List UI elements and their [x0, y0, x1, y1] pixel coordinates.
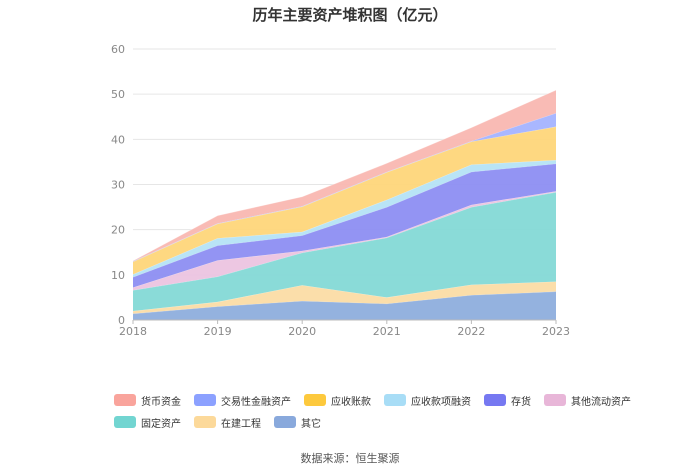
legend-label-fixed-assets: 固定资产	[141, 418, 181, 430]
legend-label-receivables: 应收账款	[331, 396, 371, 408]
legend-swatch-other-current-assets	[544, 394, 566, 406]
area-series-0	[133, 291, 556, 320]
legend-swatch-other	[274, 416, 296, 428]
legend-swatch-trading-assets	[194, 394, 216, 406]
y-tick-label: 10	[111, 269, 125, 282]
y-tick-label: 20	[111, 224, 125, 237]
x-tick-label: 2021	[373, 325, 401, 338]
legend-swatch-inventory	[484, 394, 506, 406]
legend-swatch-construction	[194, 416, 216, 428]
x-tick-label: 2018	[119, 325, 147, 338]
legend-item-other-current-assets[interactable]: 其他流动资产	[544, 393, 631, 408]
legend-swatch-cash	[114, 394, 136, 406]
area-series-8	[133, 90, 556, 262]
y-tick-label: 40	[111, 133, 125, 146]
chart-title: 历年主要资产堆积图（亿元）	[252, 6, 448, 24]
legend: 货币资金 交易性金融资产 应收账款 应收款项融资 存货 其他流动资产 固定资产	[114, 390, 631, 434]
area-series-2	[133, 192, 556, 311]
legend-item-cash[interactable]: 货币资金	[114, 393, 181, 408]
legend-swatch-fixed-assets	[114, 416, 136, 428]
legend-item-construction[interactable]: 在建工程	[194, 415, 261, 430]
legend-label-construction: 在建工程	[221, 418, 261, 430]
legend-item-trading-assets[interactable]: 交易性金融资产	[194, 393, 291, 408]
y-tick-label: 0	[118, 314, 125, 327]
area-series-7	[133, 113, 556, 262]
data-source: 数据来源：恒生聚源	[300, 452, 400, 465]
y-tick-label: 50	[111, 88, 125, 101]
area-series-3	[133, 191, 556, 291]
legend-item-inventory[interactable]: 存货	[484, 393, 531, 408]
area-line-series-6	[132, 126, 557, 263]
x-tick-label: 2019	[204, 325, 232, 338]
x-tick-label: 2020	[288, 325, 316, 338]
legend-item-receivables-financing[interactable]: 应收款项融资	[384, 393, 471, 408]
legend-swatch-receivables-financing	[384, 394, 406, 406]
y-tick-label: 30	[111, 179, 125, 192]
y-tick-label: 60	[111, 43, 125, 56]
area-series-5	[133, 160, 556, 278]
area-series-6	[133, 126, 556, 275]
x-tick-label: 2023	[542, 325, 570, 338]
legend-label-other-current-assets: 其他流动资产	[571, 396, 631, 408]
legend-row-2: 固定资产 在建工程 其它	[114, 412, 614, 432]
legend-item-receivables[interactable]: 应收账款	[304, 393, 371, 408]
legend-row-1: 货币资金 交易性金融资产 应收账款 应收款项融资 存货 其他流动资产	[114, 390, 631, 410]
legend-item-other[interactable]: 其它	[274, 415, 321, 430]
x-tick-label: 2022	[457, 325, 485, 338]
area-line-series-8	[132, 89, 557, 262]
legend-label-trading-assets: 交易性金融资产	[221, 396, 291, 408]
legend-swatch-receivables	[304, 394, 326, 406]
legend-label-receivables-financing: 应收款项融资	[411, 396, 471, 408]
area-series-4	[133, 163, 556, 288]
legend-label-other: 其它	[301, 418, 321, 430]
legend-label-cash: 货币资金	[141, 396, 181, 408]
legend-label-inventory: 存货	[511, 396, 531, 408]
legend-item-fixed-assets[interactable]: 固定资产	[114, 415, 181, 430]
area-series-1	[133, 281, 556, 314]
